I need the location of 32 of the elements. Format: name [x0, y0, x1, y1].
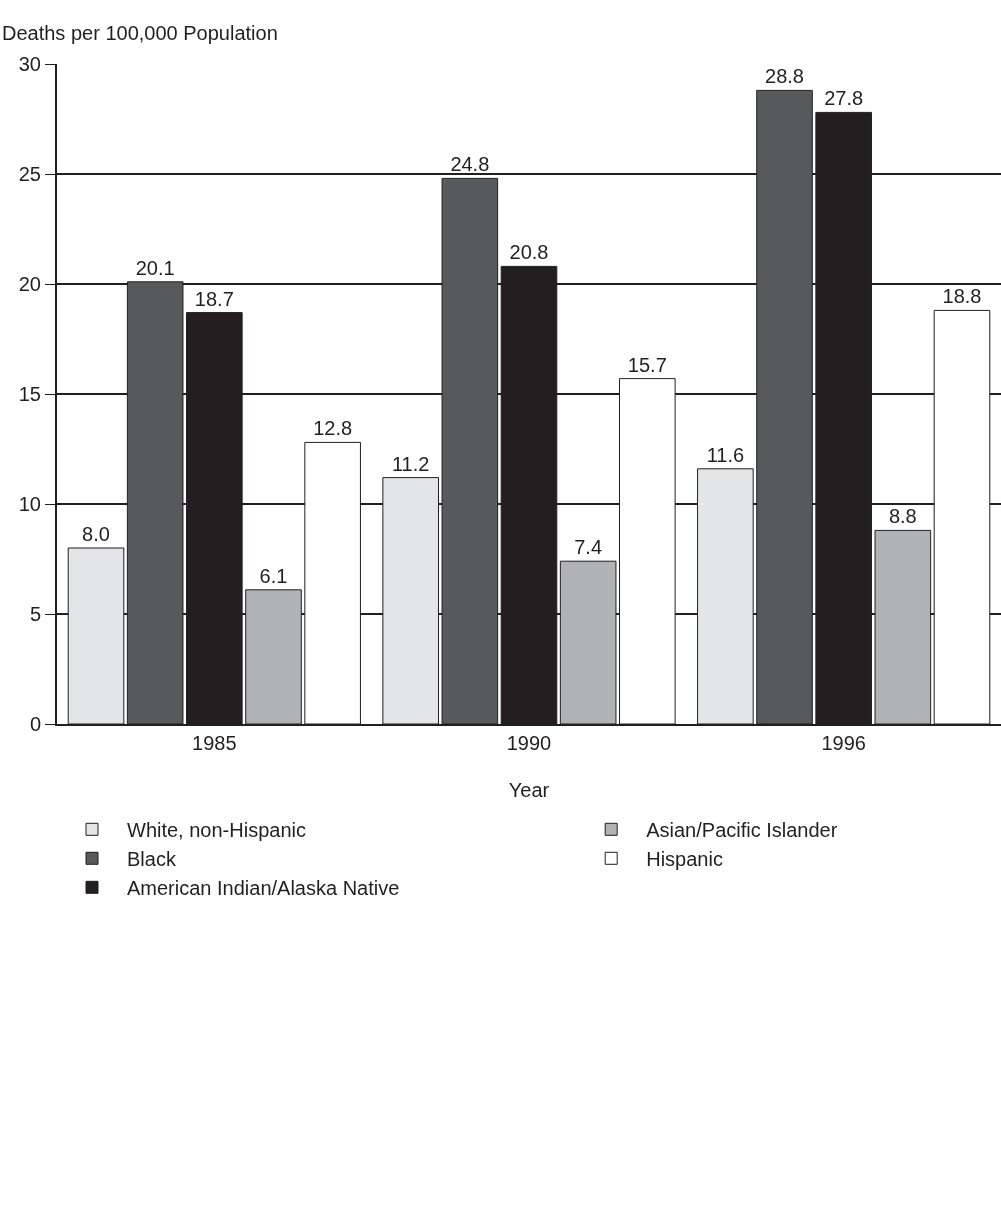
data-label: 20.1	[135, 256, 175, 279]
legend-label: Black	[127, 848, 177, 871]
data-label: 27.8	[824, 87, 864, 110]
y-tick-label: 5	[29, 603, 41, 625]
data-label: 20.8	[509, 241, 549, 264]
data-label: 8.0	[82, 523, 110, 545]
y-axis-title: Deaths per 100,000 Population	[2, 22, 278, 44]
x-tick-label: 1990	[506, 732, 552, 754]
y-tick-label: 15	[18, 383, 41, 405]
data-label: 15.7	[627, 353, 667, 376]
y-tick-label: 20	[18, 273, 41, 295]
y-tick-label: 10	[18, 493, 41, 515]
y-tick-label: 0	[29, 713, 41, 735]
data-label: 18.8	[942, 285, 982, 308]
data-label: 6.1	[259, 564, 288, 587]
legend-label: American Indian/Alaska Native	[127, 877, 400, 900]
x-tick-label: 1996	[821, 732, 866, 754]
data-label: 18.7	[194, 287, 234, 310]
legend-label: Asian/Pacific Islander	[646, 819, 838, 842]
data-label: 7.4	[574, 536, 603, 559]
data-label: 12.8	[313, 417, 353, 440]
data-label: 24.8	[450, 153, 490, 176]
x-axis-title: Year	[508, 779, 550, 801]
data-label: 28.8	[765, 65, 804, 88]
legend-label: White, non-Hispanic	[127, 819, 306, 842]
data-label: 8.8	[888, 505, 917, 528]
y-tick-label: 25	[18, 163, 41, 185]
data-label: 11.2	[391, 452, 430, 475]
x-tick-label: 1985	[192, 732, 237, 754]
legend-label: Hispanic	[646, 848, 723, 871]
y-tick-label: 30	[18, 53, 41, 75]
data-label: 11.6	[706, 443, 745, 466]
